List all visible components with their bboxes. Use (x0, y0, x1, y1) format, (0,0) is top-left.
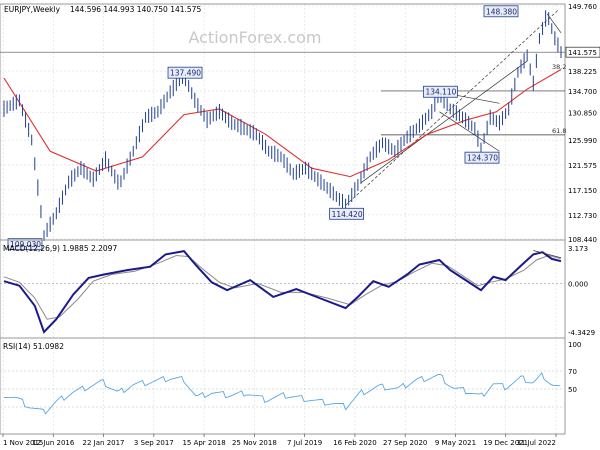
x-tick-label: 7 Jul 2019 (287, 439, 322, 447)
x-tick-label: 25 Nov 2018 (232, 439, 277, 447)
price-panel: EURJPY,Weekly 144.596 144.993 140.750 14… (0, 3, 600, 251)
macd-trend-line (533, 250, 562, 259)
price-label-box (423, 85, 458, 98)
price-label: 137.490 (170, 69, 201, 78)
price-label-box (7, 238, 43, 251)
x-tick-label: 9 May 2021 (435, 439, 476, 447)
price-label: 114.420 (332, 210, 363, 219)
watermark: ActionForex.com (188, 28, 321, 47)
price-label: 134.110 (425, 88, 456, 97)
x-tick-label: 12 Jun 2016 (32, 439, 75, 447)
symbol-title: EURJPY,Weekly (4, 5, 61, 14)
price-tick-label: 141.575 (568, 49, 597, 57)
price-label: 109.030 (10, 240, 41, 249)
current-price-box (565, 46, 600, 58)
grid-lines (0, 4, 565, 434)
price-tick-label: 138.225 (568, 68, 597, 76)
rsi-panel: RSI(14) 51.0982 100 70 50 (0, 337, 581, 435)
price-tick-label: 112.730 (568, 212, 597, 220)
price-label-box (167, 66, 203, 79)
price-tick-label: 117.150 (568, 187, 597, 195)
macd-panel: MACD(12,26,9) 1.9885 2.2097 3.173 0.000 -4… (0, 239, 595, 339)
channel-upper-line (345, 10, 559, 206)
price-axis: 149.760 141.575 138.225 134.700 130.850 125.9… (0, 3, 600, 244)
macd-tick-label: 3.173 (568, 245, 588, 253)
x-tick-label: 15 Apr 2018 (182, 439, 225, 447)
price-label-box (329, 207, 364, 220)
wedge-lower-line (439, 111, 500, 152)
rsi-tick-label: 50 (568, 386, 577, 394)
price-label-box (464, 151, 500, 164)
price-tick-label: 121.575 (568, 162, 597, 170)
price-tick-label: 108.440 (568, 236, 597, 244)
rsi-line (3, 372, 561, 415)
macd-tick-label: -4.3429 (568, 329, 595, 337)
price-label-box (483, 5, 519, 18)
macd-series (0, 250, 565, 334)
top-trend-line (546, 13, 562, 34)
channel-lower-line (360, 60, 528, 184)
price-tick-label: 149.760 (568, 3, 597, 11)
x-tick-label: 27 Sep 2020 (383, 439, 427, 447)
macd-axis: 3.173 0.000 -4.3429 (568, 245, 595, 337)
x-tick-label: 31 Jul 2022 (516, 439, 556, 447)
rsi-axis: 100 70 50 (568, 341, 581, 394)
x-tick-label: 16 Feb 2020 (333, 439, 377, 447)
price-tick-label: 125.990 (568, 137, 597, 145)
macd-tick-label: 0.000 (568, 280, 588, 288)
x-tick-label: 1 Nov 2015 (3, 439, 43, 447)
fib-label: 38.2 (552, 63, 566, 71)
price-label: 148.380 (486, 7, 517, 16)
price-label: 124.370 (467, 154, 498, 163)
price-series: 137.490 109.030 114.420 134.110 124.370 148.3… (3, 5, 562, 251)
x-tick-label: 3 Sep 2017 (134, 439, 174, 447)
price-tick-label: 130.850 (568, 110, 597, 118)
rsi-tick-label: 70 (568, 368, 577, 376)
fib-label: 61.8 (552, 127, 566, 135)
macd-title: MACD(12,26,9) 1.9885 2.2097 (3, 244, 117, 253)
x-tick-label: 19 Dec 2021 (483, 439, 528, 447)
signal-line (3, 254, 562, 320)
ohlc-values: 144.596 144.993 140.750 141.575 (70, 5, 201, 14)
x-tick-label: 22 Jan 2017 (83, 439, 125, 447)
rsi-panel-frame (0, 337, 566, 435)
price-tick-label: 134.700 (568, 88, 597, 96)
rsi-title: RSI(14) 51.0982 (3, 342, 64, 351)
macd-line (3, 250, 562, 334)
rsi-series (0, 370, 565, 415)
rsi-tick-label: 100 (568, 341, 581, 349)
